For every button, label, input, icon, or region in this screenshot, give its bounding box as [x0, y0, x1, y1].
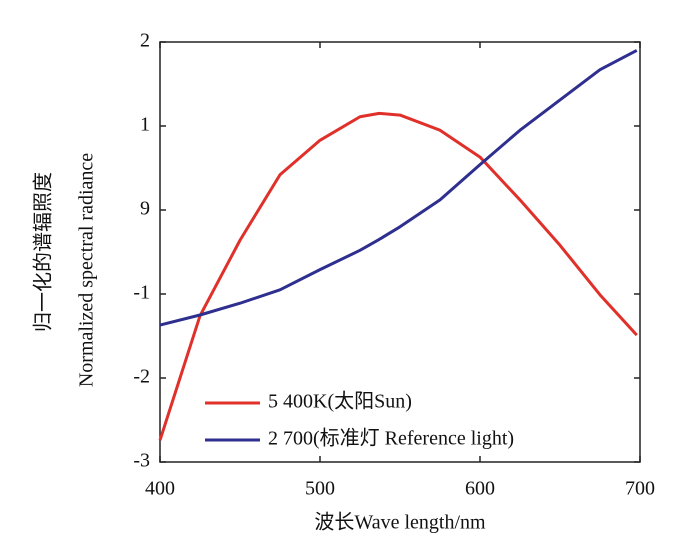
x-axis-title: 波长Wave length/nm — [314, 511, 486, 534]
series-line — [159, 49, 638, 327]
plot-frame — [159, 41, 641, 463]
y-tick-label: 2 — [140, 30, 150, 52]
series-line — [158, 111, 638, 441]
y-tick-label: -1 — [133, 282, 150, 304]
y-tick-label: -3 — [133, 450, 150, 472]
y-tick-label: 9 — [140, 198, 150, 220]
y-axis-title-en: Normalized spectral radiance — [76, 153, 98, 387]
x-tick-label: 400 — [145, 478, 175, 500]
y-axis-title: 归一化的谱辐照度 — [32, 172, 55, 332]
legend-label: 5 400K(太阳Sun) — [268, 390, 412, 413]
x-tick-label: 500 — [305, 478, 335, 500]
y-tick-label: 1 — [140, 114, 150, 136]
y-tick-label: -2 — [133, 366, 150, 388]
legend-label: 2 700(标准灯 Reference light) — [268, 427, 514, 450]
x-tick-label: 600 — [465, 478, 495, 500]
x-tick-label: 700 — [625, 478, 655, 500]
